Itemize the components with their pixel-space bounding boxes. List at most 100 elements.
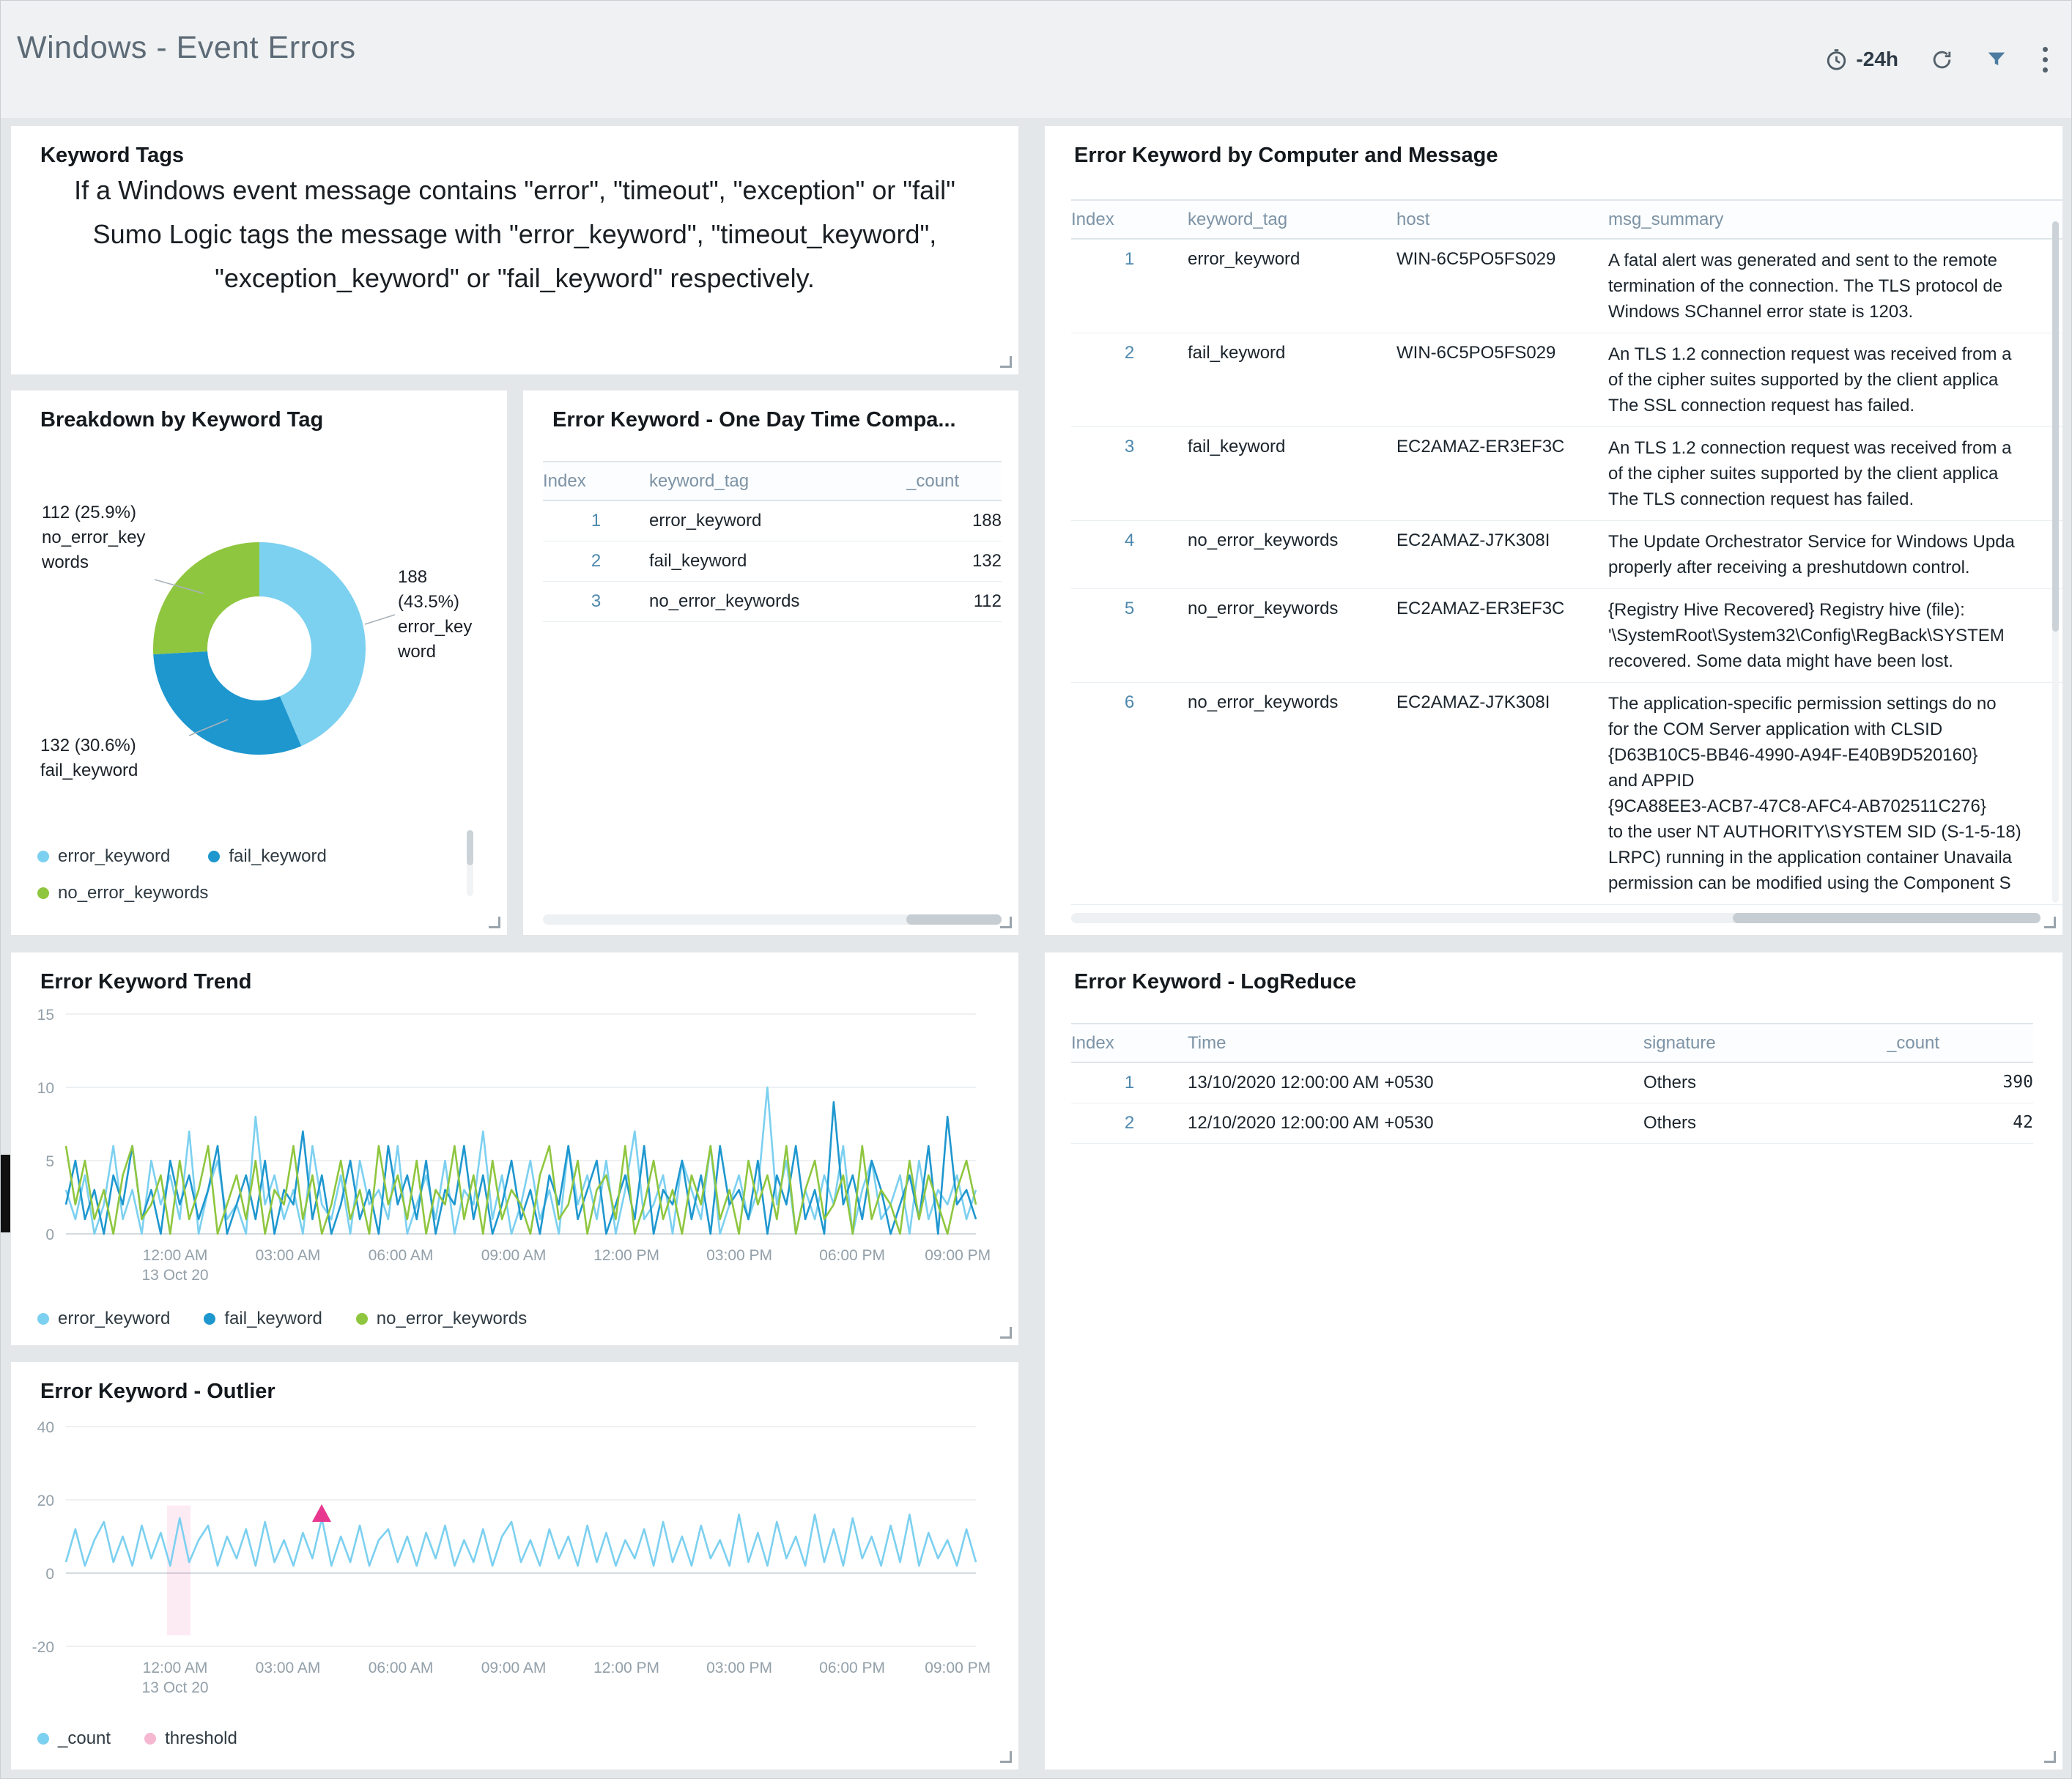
table-row[interactable]: 6 no_error_keywords EC2AMAZ-J7K308I The … [1071,682,2062,905]
cell-host: EC2AMAZ-J7K308I [1396,682,1608,905]
cell-count: 188 [906,500,1002,541]
donut-chart[interactable] [11,391,507,935]
svg-text:03:00 AM: 03:00 AM [256,1247,321,1264]
column-header-keyword-tag[interactable]: keyword_tag [649,461,906,501]
horizontal-scrollbar[interactable] [1071,913,2040,923]
cell-index: 4 [1071,520,1188,589]
table-header-row: Index Time signature _count [1071,1023,2033,1063]
table-row[interactable]: 1 13/10/2020 12:00:00 AM +0530 Others 39… [1071,1062,2033,1103]
cell-keyword-tag: no_error_keywords [649,581,906,622]
cell-msg-summary: The application-specific permission sett… [1608,682,2062,905]
svg-text:03:00 AM: 03:00 AM [256,1660,321,1676]
cell-msg-summary: A fatal alert was generated and sent to … [1608,239,2062,333]
panel-one-day-time-comparison: Error Keyword - One Day Time Compa... In… [523,391,1018,935]
svg-text:40: 40 [37,1419,54,1436]
panel-resize-handle[interactable] [1000,1751,1012,1763]
panel-resize-handle[interactable] [1000,917,1012,928]
outlier-line-chart[interactable]: -20 0 20 40 12:00 AM 13 Oct 20 03:00 AM 06:00 A… [11,1413,1018,1714]
legend-item-error-keyword[interactable]: error_keyword [37,1309,170,1329]
legend-item-error-keyword[interactable]: error_keyword [37,846,170,867]
cell-msg-summary: An TLS 1.2 connection request was receiv… [1608,333,2062,427]
kebab-menu-icon[interactable] [2040,41,2051,78]
cell-keyword-tag: error_keyword [1188,239,1396,333]
legend-label: fail_keyword [229,846,327,866]
legend-item-no-error-keywords[interactable]: no_error_keywords [355,1309,527,1329]
dashboard-topbar: Windows - Event Errors -24h [1,1,2071,118]
table-row[interactable]: 1 error_keyword WIN-6C5PO5FS029 A fatal … [1071,239,2062,333]
legend-scrollbar[interactable] [467,830,473,896]
one-day-table: Index keyword_tag _count 1 error_keyword… [543,461,1002,622]
legend-label: error_keyword [58,1309,171,1328]
svg-text:03:00 PM: 03:00 PM [706,1247,772,1264]
legend-item-fail-keyword[interactable]: fail_keyword [204,1309,322,1329]
cell-signature: Others [1643,1062,1887,1103]
svg-text:09:00 AM: 09:00 AM [481,1660,547,1676]
svg-text:-20: -20 [32,1639,54,1656]
svg-text:12:00 AM: 12:00 AM [143,1660,208,1676]
cell-host: WIN-6C5PO5FS029 [1396,239,1608,333]
panel-resize-handle[interactable] [1000,1327,1012,1339]
table-row[interactable]: 2 fail_keyword WIN-6C5PO5FS029 An TLS 1.… [1071,333,2062,427]
legend-dot [37,851,49,862]
legend-dot [208,851,221,862]
column-header-keyword-tag[interactable]: keyword_tag [1188,199,1396,240]
refresh-icon[interactable] [1931,48,1953,71]
horizontal-scrollbar[interactable] [543,914,1002,925]
cell-host: EC2AMAZ-ER3EF3C [1396,588,1608,683]
page-scroll-indicator [1,1155,10,1232]
table-row[interactable]: 2 fail_keyword 132 [543,541,1002,582]
time-range-control[interactable]: -24h [1824,48,1898,72]
clock-icon [1827,48,1846,70]
table-row[interactable]: 3 fail_keyword EC2AMAZ-ER3EF3C An TLS 1.… [1071,426,2062,521]
cell-index: 6 [1071,682,1188,905]
column-header-count[interactable]: _count [906,461,1002,501]
column-header-count[interactable]: _count [1887,1023,2033,1063]
cell-count: 112 [906,581,1002,622]
legend-item-no-error-keywords[interactable]: no_error_keywords [37,883,208,903]
svg-text:10: 10 [37,1080,54,1097]
column-header-signature[interactable]: signature [1643,1023,1887,1063]
column-header-msg-summary[interactable]: msg_summary [1608,199,2062,240]
table-row[interactable]: 2 12/10/2020 12:00:00 AM +0530 Others 42 [1071,1103,2033,1144]
legend-dot [144,1733,157,1745]
panel-title: Breakdown by Keyword Tag [40,408,324,432]
table-row[interactable]: 5 no_error_keywords EC2AMAZ-ER3EF3C {Reg… [1071,588,2062,683]
legend-item-fail-keyword[interactable]: fail_keyword [208,846,327,867]
legend-item-threshold[interactable]: threshold [144,1728,237,1749]
cell-host: EC2AMAZ-ER3EF3C [1396,426,1608,521]
trend-line-chart[interactable]: 0 5 10 15 12:00 AM 13 Oct 20 03:00 AM 06:00 AM 0… [11,1001,1018,1301]
vertical-scrollbar[interactable] [2052,221,2059,903]
table-row[interactable]: 1 error_keyword 188 [543,500,1002,541]
table-header-row: Index keyword_tag _count [543,461,1002,501]
panel-title: Error Keyword - One Day Time Compa... [552,408,956,432]
panel-title: Error Keyword - LogReduce [1074,970,1357,994]
column-header-index[interactable]: Index [1071,1023,1188,1063]
panel-resize-handle[interactable] [2044,917,2056,928]
panel-error-keyword-trend: Error Keyword Trend 0 5 10 15 12:00 AM 13 Oct… [11,953,1018,1345]
filter-icon[interactable] [1986,48,2008,70]
svg-text:0: 0 [45,1566,54,1583]
column-header-host[interactable]: host [1396,199,1608,240]
panel-resize-handle[interactable] [489,917,500,928]
panel-title: Error Keyword - Outlier [40,1380,275,1403]
cell-index: 2 [1071,1103,1188,1144]
column-header-index[interactable]: Index [1071,199,1188,240]
column-header-time[interactable]: Time [1188,1023,1643,1063]
table-row[interactable]: 3 no_error_keywords 112 [543,581,1002,622]
svg-text:06:00 PM: 06:00 PM [819,1247,885,1264]
chart-legend: error_keyword fail_keyword no_error_keyw… [37,1309,527,1329]
column-header-index[interactable]: Index [543,461,649,501]
legend-label: _count [58,1728,111,1748]
svg-text:20: 20 [37,1493,54,1509]
cell-keyword-tag: fail_keyword [1188,426,1396,521]
panel-resize-handle[interactable] [2044,1751,2056,1763]
svg-text:12:00 AM: 12:00 AM [143,1247,208,1264]
cell-keyword-tag: no_error_keywords [1188,682,1396,905]
cell-msg-summary: {Registry Hive Recovered} Registry hive … [1608,588,2062,683]
svg-text:13 Oct 20: 13 Oct 20 [142,1267,209,1284]
cell-keyword-tag: no_error_keywords [1188,520,1396,589]
panel-error-keyword-logreduce: Error Keyword - LogReduce Index Time sig… [1045,953,2062,1769]
table-row[interactable]: 4 no_error_keywords EC2AMAZ-J7K308I The … [1071,520,2062,589]
panel-resize-handle[interactable] [1000,356,1012,368]
legend-item-count[interactable]: _count [37,1728,111,1749]
